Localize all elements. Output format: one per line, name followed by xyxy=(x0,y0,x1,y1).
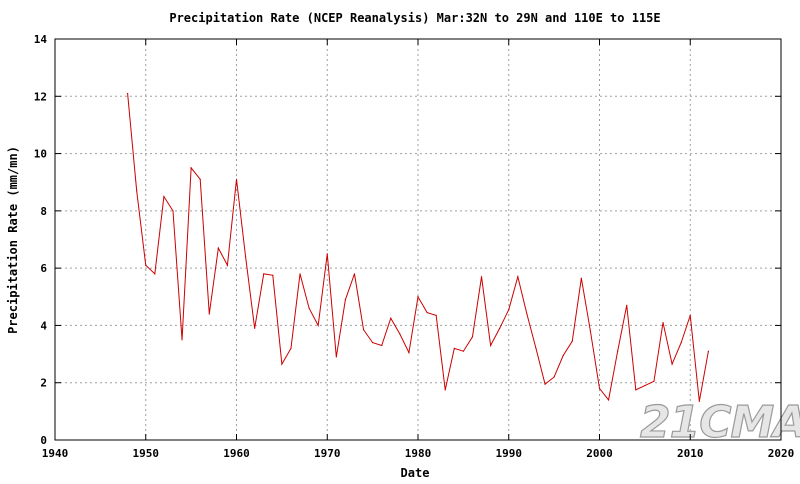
data-point xyxy=(680,342,682,344)
data-point xyxy=(644,384,646,387)
data-point xyxy=(653,380,655,382)
data-point xyxy=(544,383,546,385)
data-point xyxy=(462,350,464,352)
data-point xyxy=(435,314,437,317)
x-axis-label: Date xyxy=(401,466,430,480)
data-point xyxy=(698,400,700,402)
data-point xyxy=(362,329,365,331)
data-point xyxy=(453,347,455,349)
data-point xyxy=(390,317,392,319)
data-point xyxy=(154,273,156,275)
data-point xyxy=(553,376,555,378)
data-point xyxy=(335,356,337,358)
x-tick-label: 1970 xyxy=(314,447,341,460)
grid-lines xyxy=(55,39,781,440)
data-point xyxy=(299,273,301,275)
data-point xyxy=(181,339,183,341)
data-point xyxy=(172,210,174,212)
data-point xyxy=(281,363,283,365)
y-tick-label: 4 xyxy=(40,319,47,332)
data-point xyxy=(580,277,582,279)
data-point xyxy=(571,340,573,342)
y-tick-label: 2 xyxy=(40,377,47,390)
data-point xyxy=(607,399,610,401)
data-point xyxy=(517,276,519,278)
x-tick-label: 2010 xyxy=(677,447,704,460)
data-point xyxy=(235,178,238,180)
data-point xyxy=(199,178,201,180)
x-tick-label: 1980 xyxy=(405,447,432,460)
data-point xyxy=(272,274,274,276)
data-point xyxy=(589,330,592,332)
data-point xyxy=(145,264,147,266)
data-point xyxy=(290,347,292,349)
data-point xyxy=(381,344,383,347)
data-point xyxy=(208,313,210,315)
data-point xyxy=(317,324,319,327)
data-point xyxy=(535,347,537,349)
y-tick-label: 8 xyxy=(40,205,47,218)
data-point xyxy=(399,333,401,335)
data-point xyxy=(617,350,619,352)
data-point xyxy=(217,247,219,249)
y-tick-label: 12 xyxy=(34,90,47,103)
data-point xyxy=(190,167,192,169)
y-tick-label: 6 xyxy=(40,262,47,275)
data-point xyxy=(598,387,601,390)
data-point xyxy=(263,273,265,275)
data-point xyxy=(426,311,428,314)
data-point xyxy=(254,327,256,329)
y-tick-label: 10 xyxy=(34,148,47,161)
data-point xyxy=(326,253,328,255)
data-point xyxy=(626,304,628,306)
data-point xyxy=(671,363,673,365)
data-point xyxy=(490,344,492,347)
data-point xyxy=(372,342,374,344)
x-tick-label: 1940 xyxy=(42,447,69,460)
axis-ticks: 1940 1950 1960 1970 1980 1990 2000 2010 2020 0 2 4 6… xyxy=(34,33,795,460)
data-point xyxy=(163,195,165,198)
data-point xyxy=(508,309,510,311)
data-point xyxy=(526,313,528,315)
data-point xyxy=(353,273,356,275)
data-point xyxy=(136,190,138,192)
x-tick-label: 2020 xyxy=(768,447,795,460)
data-point xyxy=(471,336,474,338)
chart-title: Precipitation Rate (NCEP Reanalysis) Mar… xyxy=(169,11,660,25)
data-point xyxy=(499,327,501,329)
data-point xyxy=(562,354,564,357)
data-point xyxy=(127,92,129,95)
data-point xyxy=(444,389,446,391)
x-tick-label: 2000 xyxy=(586,447,613,460)
data-point xyxy=(344,299,346,301)
data-point xyxy=(480,276,483,278)
data-point xyxy=(635,389,637,391)
data-point xyxy=(662,321,664,324)
y-tick-label: 0 xyxy=(40,434,47,447)
data-point xyxy=(689,314,691,317)
data-point xyxy=(707,350,710,352)
x-tick-label: 1960 xyxy=(223,447,250,460)
x-tick-label: 1950 xyxy=(133,447,160,460)
x-tick-label: 1990 xyxy=(496,447,523,460)
y-axis-label: Precipitation Rate (mm/mn) xyxy=(6,146,20,334)
series-layer xyxy=(127,92,710,402)
data-point xyxy=(226,264,229,266)
data-point xyxy=(417,296,419,298)
data-point xyxy=(408,352,410,354)
data-point xyxy=(244,256,247,258)
y-tick-label: 14 xyxy=(34,33,48,46)
data-point xyxy=(308,307,310,309)
